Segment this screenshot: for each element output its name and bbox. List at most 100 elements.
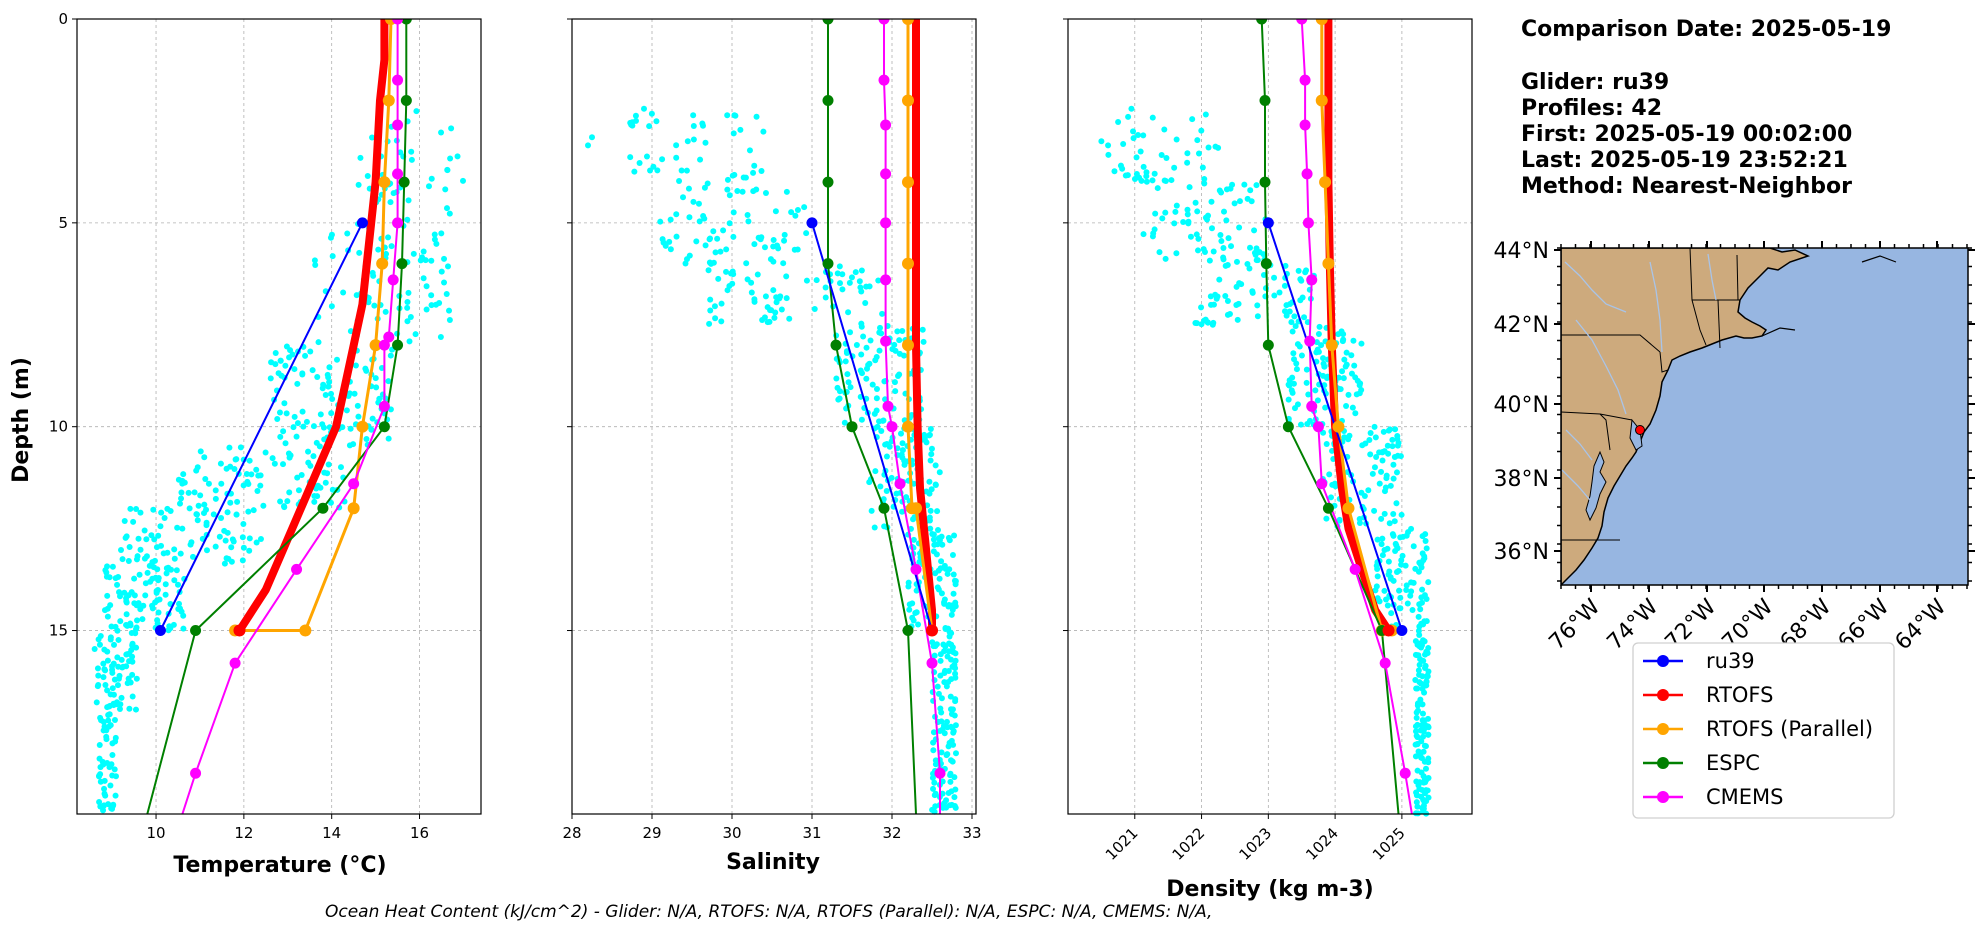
scatter-point bbox=[946, 629, 953, 636]
scatter-point bbox=[111, 766, 118, 773]
scatter-point bbox=[1217, 232, 1224, 239]
scatter-point bbox=[941, 800, 948, 807]
scatter-point bbox=[880, 496, 887, 503]
scatter-point bbox=[1416, 661, 1423, 668]
series-point-ru39 bbox=[1396, 625, 1408, 637]
scatter-point bbox=[873, 407, 880, 414]
scatter-point bbox=[111, 676, 118, 683]
scatter-point bbox=[104, 613, 111, 620]
scatter-point bbox=[773, 294, 780, 301]
scatter-point bbox=[111, 716, 118, 723]
series-point-cmems bbox=[392, 119, 404, 131]
scatter-point bbox=[178, 495, 185, 502]
scatter-point bbox=[276, 409, 283, 416]
scatter-point bbox=[952, 599, 959, 606]
scatter-point bbox=[1297, 421, 1304, 428]
scatter-point bbox=[246, 535, 253, 542]
scatter-point bbox=[1345, 391, 1352, 398]
density-axis-label: Density (kg m-3) bbox=[1166, 877, 1374, 902]
scatter-point bbox=[1379, 457, 1386, 464]
scatter-point bbox=[107, 691, 114, 698]
scatter-point bbox=[1391, 518, 1398, 525]
scatter-point bbox=[1286, 308, 1293, 315]
scatter-point bbox=[893, 490, 900, 497]
scatter-point bbox=[253, 539, 260, 546]
scatter-point bbox=[104, 605, 111, 612]
scatter-point bbox=[748, 279, 755, 286]
scatter-point bbox=[758, 167, 765, 174]
scatter-point bbox=[1209, 321, 1216, 328]
scatter-point bbox=[813, 277, 820, 284]
scatter-point bbox=[1298, 352, 1305, 359]
scatter-point bbox=[407, 314, 414, 321]
scatter-point bbox=[938, 695, 945, 702]
scatter-point bbox=[935, 586, 942, 593]
scatter-point bbox=[794, 207, 801, 214]
scatter-point bbox=[1339, 368, 1346, 375]
scatter-point bbox=[866, 479, 873, 486]
scatter-point bbox=[347, 425, 354, 432]
scatter-point bbox=[1323, 515, 1330, 522]
scatter-point bbox=[643, 153, 650, 160]
scatter-point bbox=[1412, 741, 1419, 748]
scatter-point bbox=[1231, 200, 1238, 207]
scatter-point bbox=[690, 112, 697, 119]
scatter-point bbox=[746, 147, 753, 154]
scatter-point bbox=[404, 304, 411, 311]
scatter-point bbox=[271, 460, 278, 467]
series-point-espc bbox=[1256, 19, 1268, 25]
scatter-point bbox=[1198, 127, 1205, 134]
scatter-point bbox=[702, 139, 709, 146]
axes-frame bbox=[76, 18, 482, 815]
scatter-point bbox=[1289, 389, 1296, 396]
scatter-point bbox=[1291, 356, 1298, 363]
scatter-point bbox=[1159, 215, 1166, 222]
scatter-point bbox=[952, 698, 959, 705]
scatter-point bbox=[93, 699, 100, 706]
series-point-cmems bbox=[910, 563, 922, 575]
scatter-point bbox=[811, 306, 818, 313]
scatter-point bbox=[277, 357, 284, 364]
scatter-point bbox=[943, 718, 950, 725]
series-point-cmems bbox=[392, 168, 404, 180]
scatter-point bbox=[1393, 500, 1400, 507]
series-point-cmems bbox=[291, 563, 303, 575]
scatter-point bbox=[693, 238, 700, 245]
scatter-point bbox=[862, 299, 869, 306]
scatter-point bbox=[891, 379, 898, 386]
scatter-point bbox=[1365, 487, 1372, 494]
scatter-point bbox=[876, 329, 883, 336]
scatter-point bbox=[882, 396, 889, 403]
scatter-point bbox=[928, 445, 935, 452]
scatter-point bbox=[314, 374, 321, 381]
series-point-rtofs-parallel bbox=[299, 624, 312, 637]
scatter-point bbox=[355, 413, 362, 420]
scatter-point bbox=[257, 535, 264, 542]
scatter-point bbox=[142, 592, 149, 599]
scatter-point bbox=[928, 451, 935, 458]
scatter-point bbox=[730, 233, 737, 240]
scatter-point bbox=[346, 442, 353, 449]
scatter-point bbox=[767, 256, 774, 263]
scatter-point bbox=[1374, 595, 1381, 602]
scatter-point bbox=[155, 609, 162, 616]
scatter-point bbox=[659, 156, 666, 163]
scatter-point bbox=[1313, 339, 1320, 346]
scatter-point bbox=[1172, 208, 1179, 215]
scatter-point bbox=[707, 307, 714, 314]
series-point-cmems bbox=[880, 168, 892, 180]
scatter-point bbox=[96, 641, 103, 648]
scatter-point bbox=[706, 320, 713, 327]
scatter-point bbox=[1260, 251, 1267, 258]
scatter-point bbox=[96, 755, 103, 762]
scatter-point bbox=[104, 687, 111, 694]
scatter-point bbox=[1414, 810, 1421, 817]
scatter-point bbox=[947, 778, 954, 785]
scatter-point bbox=[1283, 312, 1290, 319]
scatter-point bbox=[878, 427, 885, 434]
scatter-point bbox=[95, 672, 102, 679]
scatter-point bbox=[909, 600, 916, 607]
scatter-point bbox=[1404, 600, 1411, 607]
scatter-point bbox=[1220, 256, 1227, 263]
legend-swatch-marker bbox=[1657, 689, 1669, 701]
